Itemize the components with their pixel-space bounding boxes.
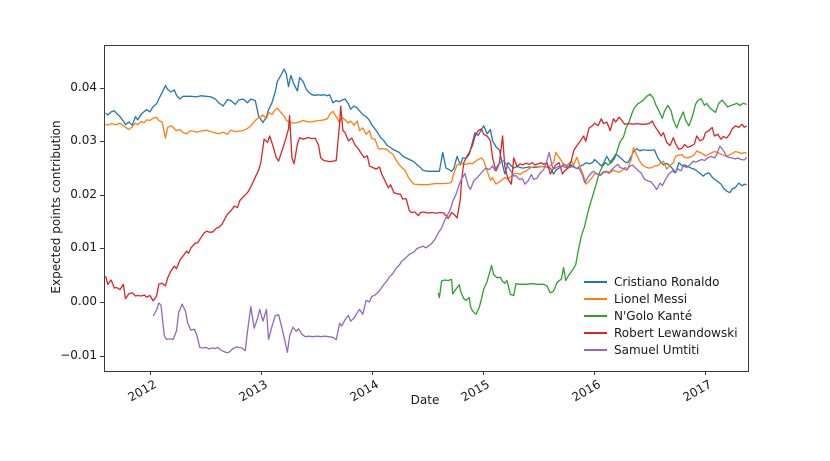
legend-item-samuel-umtiti: Samuel Umtiti [584,341,738,358]
y-tick-label: 0.01 [70,240,97,255]
series-line-robert-lewandowski [105,105,747,302]
x-tick-mark [593,371,595,375]
legend-line-sample [584,280,607,283]
y-tick-mark [100,302,104,303]
legend-item-label: Lionel Messi [614,291,688,306]
y-tick-label: 0.03 [70,133,97,148]
plot-area [104,45,749,372]
x-tick-label: 2015 [458,377,492,405]
x-tick-mark [260,371,262,375]
legend: Cristiano Ronaldo Lionel Messi N'Golo Kant… [584,273,738,358]
legend-item-label: Robert Lewandowski [614,325,738,340]
y-tick-mark [100,355,104,357]
line-plot-canvas [105,68,748,354]
y-tick-mark [100,248,104,250]
legend-item-n-golo-kant: N'Golo Kanté [584,307,738,324]
legend-line-sample [584,348,607,351]
legend-item-label: N'Golo Kanté [614,308,693,323]
legend-item-robert-lewandowski: Robert Lewandowski [584,324,738,341]
x-tick-mark [371,371,373,375]
x-tick-mark [704,371,706,375]
legend-item-cristiano-ronaldo: Cristiano Ronaldo [584,273,738,290]
series-line-lionel-messi [105,107,747,186]
y-tick-mark [100,194,104,196]
x-tick-label: 2016 [569,377,603,405]
legend-item-label: Cristiano Ronaldo [614,274,720,289]
y-tick-label: 0.02 [70,186,97,201]
series-line-cristiano-ronaldo [105,68,747,194]
y-tick-label: −0.01 [60,347,97,362]
legend-line-sample [584,297,607,300]
legend-item-label: Samuel Umtiti [614,342,700,357]
y-tick-label: 0.04 [70,79,97,94]
series-line-samuel-umtiti [152,145,748,354]
y-tick-mark [100,141,104,143]
x-axis-label: Date [410,393,440,407]
x-tick-label: 2014 [347,377,381,405]
x-tick-mark [482,371,484,375]
x-tick-label: 2017 [680,377,714,405]
x-tick-label: 2012 [125,377,160,405]
series-line-n-golo-kant [437,93,747,315]
y-tick-mark [100,87,104,89]
x-tick-mark [150,371,152,375]
y-tick-label: 0.00 [70,294,97,308]
legend-line-sample [584,314,607,317]
legend-line-sample [584,331,607,334]
legend-item-lionel-messi: Lionel Messi [584,290,738,307]
x-tick-label: 2013 [236,377,270,405]
